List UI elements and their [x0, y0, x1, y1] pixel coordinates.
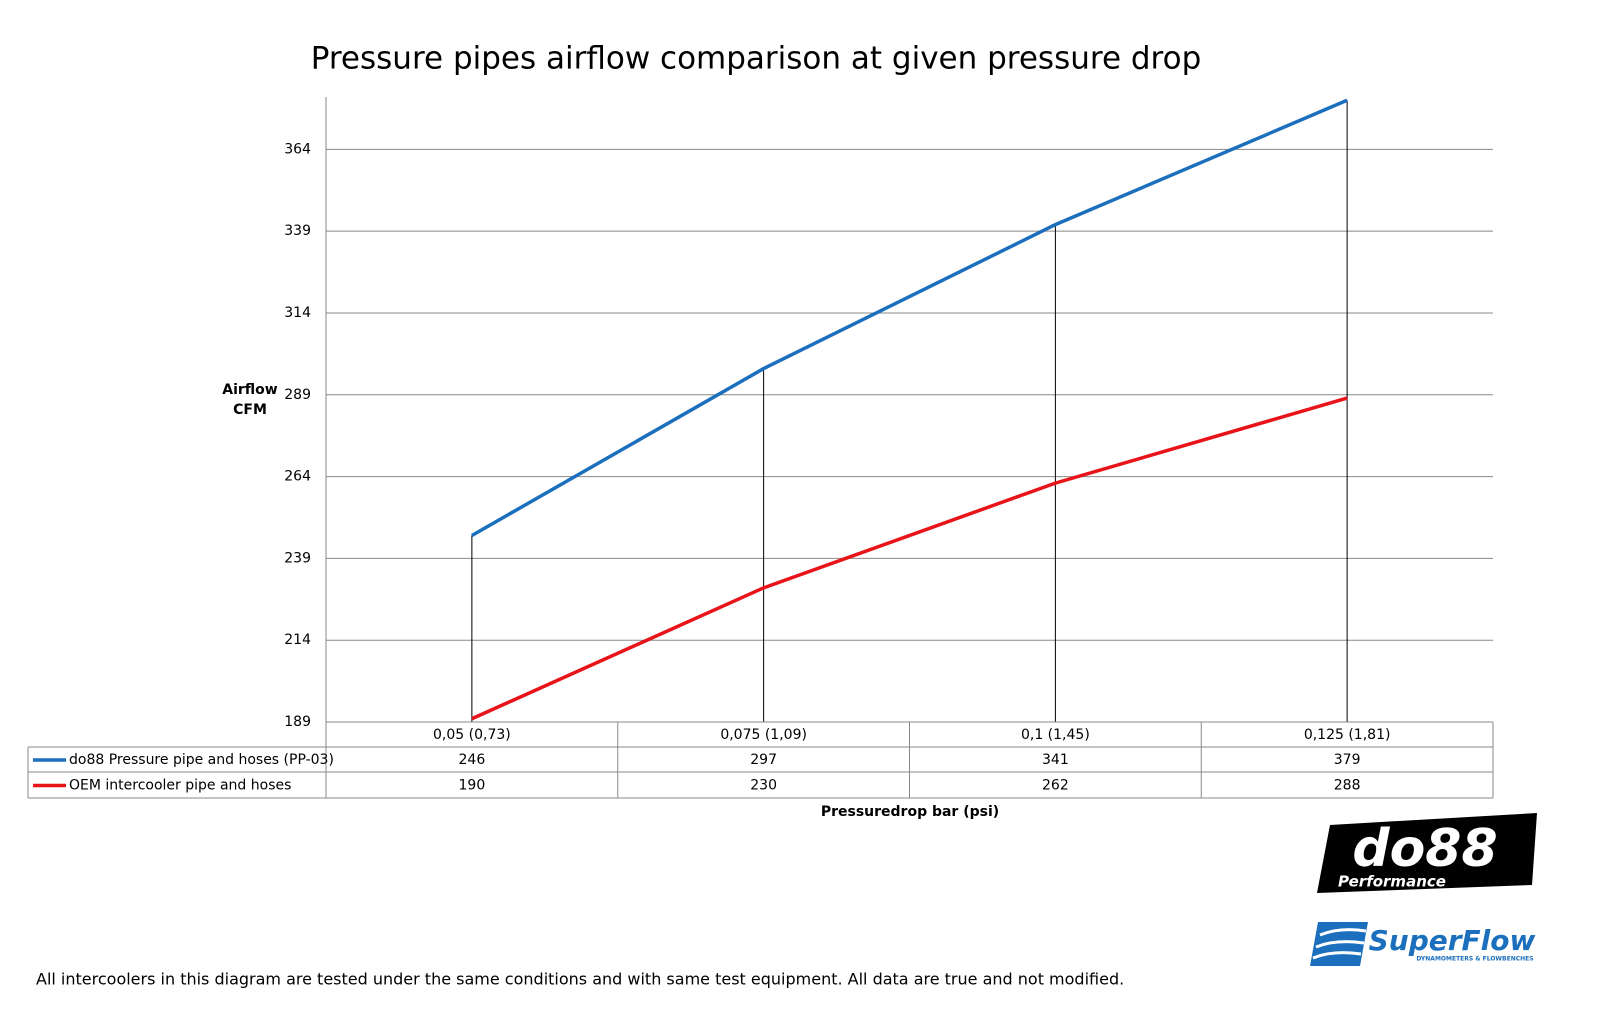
footnote: All intercoolers in this diagram are tes… — [36, 970, 1124, 989]
x-tick-label: 0,125 (1,81) — [1304, 727, 1391, 743]
series-line — [471, 98, 1348, 538]
chart-title: Pressure pipes airflow comparison at giv… — [311, 41, 1202, 77]
superflow-logo: SuperFlow — [1369, 924, 1536, 957]
table-value: 190 — [459, 778, 486, 794]
legend-label: OEM intercooler pipe and hoses — [69, 778, 291, 794]
y-tick-label: 364 — [284, 141, 311, 157]
superflow-icon-lines — [1312, 928, 1367, 960]
x-tick-label: 0,1 (1,45) — [1021, 727, 1090, 743]
table-value: 262 — [1042, 778, 1069, 794]
superflow-logo-sub: DYNAMOMETERS & FLOWBENCHES — [1416, 956, 1533, 963]
table-value: 341 — [1042, 752, 1069, 768]
table-value: 288 — [1334, 778, 1361, 794]
y-label: Airflow CFM — [222, 382, 278, 418]
y-tick-label: 189 — [284, 714, 311, 730]
x-label: Pressuredrop bar (psi) — [821, 804, 999, 820]
do88-logo-bg — [1317, 813, 1537, 893]
table-value: 297 — [750, 752, 777, 768]
y-tick-label: 314 — [284, 305, 311, 321]
legend-label: do88 Pressure pipe and hoses (PP-03) — [69, 752, 334, 768]
y-tick-label: 239 — [284, 550, 311, 566]
y-tick-label: 214 — [284, 632, 311, 648]
do88-logo: do88 — [1352, 819, 1497, 879]
y-tick-label: 264 — [284, 469, 311, 485]
x-tick-label: 0,05 (0,73) — [433, 727, 511, 743]
y-tick-label: 339 — [284, 223, 311, 239]
superflow-icon — [1310, 922, 1368, 966]
y-label-box: Airflow CFM — [222, 382, 278, 418]
series-line — [471, 396, 1348, 721]
x-tick-label: 0,075 (1,09) — [720, 727, 807, 743]
table-value: 246 — [459, 752, 486, 768]
do88-logo-sub: Performance — [1338, 873, 1446, 891]
y-tick-label: 289 — [284, 387, 311, 403]
table-value: 230 — [750, 778, 777, 794]
table-value: 379 — [1334, 752, 1361, 768]
